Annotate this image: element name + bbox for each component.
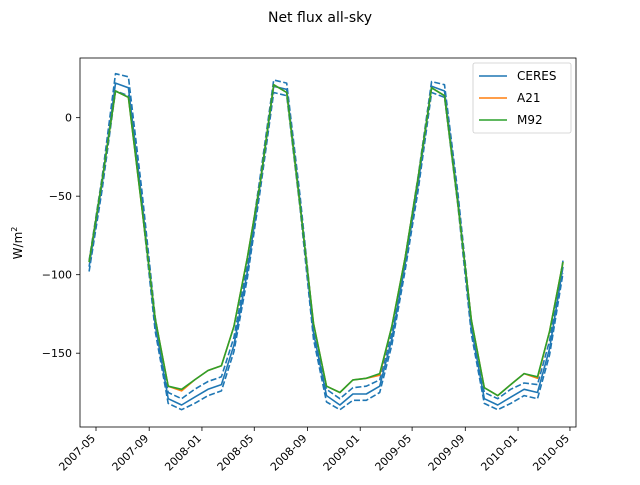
x-axis-ticks: 2007-05 2007-09 2008-01 2008-05 2008-09 2009-… bbox=[56, 427, 572, 474]
x-tick-label: 2009-05 bbox=[373, 432, 415, 474]
series-ceres-lower-line bbox=[88, 90, 564, 411]
x-tick-label: 2008-05 bbox=[215, 432, 257, 474]
y-tick-label: −150 bbox=[42, 347, 72, 360]
y-axis-label-text: W/m2 bbox=[10, 227, 25, 260]
series-ceres-line bbox=[88, 82, 564, 406]
y-tick-label: −50 bbox=[49, 190, 72, 203]
plot-lines bbox=[88, 72, 564, 411]
y-axis-label-base: W/m bbox=[11, 232, 25, 260]
series-ceres-upper-line bbox=[88, 72, 564, 400]
y-axis-label: W/m2 bbox=[10, 227, 25, 260]
y-axis-ticks: 0 −50 −100 −150 bbox=[42, 112, 80, 360]
legend-label-a21: A21 bbox=[517, 91, 540, 105]
y-tick-label: 0 bbox=[65, 112, 72, 125]
series-m92-line bbox=[88, 83, 564, 397]
x-tick-label: 2007-05 bbox=[56, 432, 98, 474]
y-tick-label: −100 bbox=[42, 269, 72, 282]
legend: CERES A21 M92 bbox=[472, 62, 572, 134]
legend-label-m92: M92 bbox=[517, 113, 543, 127]
plot-area-frame bbox=[79, 57, 577, 428]
x-tick-label: 2009-09 bbox=[426, 432, 468, 474]
chart-title: Net flux all-sky bbox=[268, 10, 372, 26]
x-tick-label: 2010-05 bbox=[530, 432, 572, 474]
x-tick-label: 2008-01 bbox=[162, 432, 204, 474]
x-tick-label: 2007-09 bbox=[110, 432, 152, 474]
x-tick-label: 2009-01 bbox=[321, 432, 363, 474]
legend-label-ceres: CERES bbox=[517, 69, 557, 83]
y-axis-label-superscript: 2 bbox=[10, 227, 19, 232]
x-tick-label: 2010-01 bbox=[478, 432, 520, 474]
x-tick-label: 2008-09 bbox=[268, 432, 310, 474]
legend-box bbox=[472, 62, 572, 134]
